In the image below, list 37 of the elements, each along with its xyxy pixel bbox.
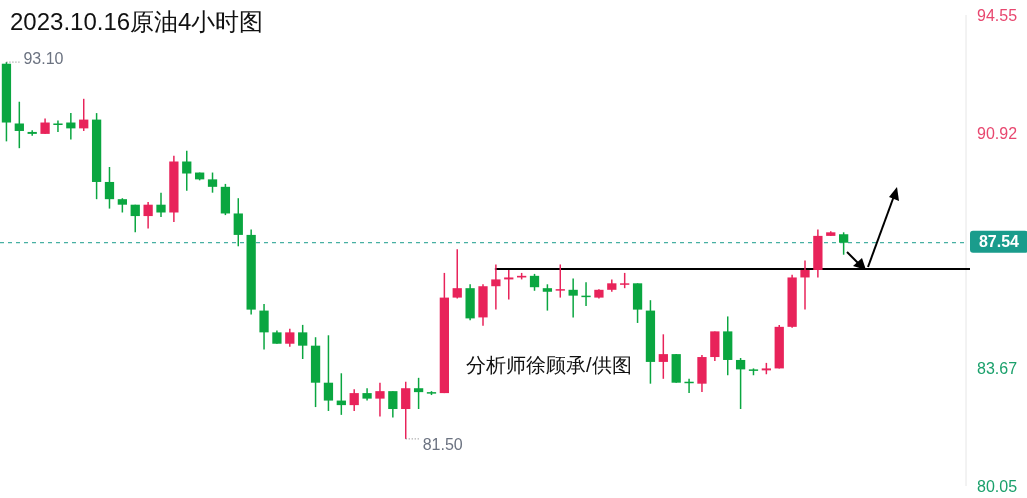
y-tick-label: 83.67: [977, 360, 1018, 378]
candlestick: [53, 119, 63, 133]
candlestick: [568, 277, 578, 319]
candlestick: [259, 303, 269, 351]
chart-title: 2023.10.16原油4小时图: [10, 8, 264, 35]
annotation: 93.10: [23, 49, 64, 67]
candlestick: [542, 283, 553, 312]
candlestick: [800, 259, 810, 311]
candlestick: [143, 201, 153, 230]
candlestick: [349, 388, 359, 412]
candlestick: [555, 263, 565, 299]
candlestick: [207, 171, 218, 194]
candlestick: [388, 390, 398, 419]
y-tick-label: 94.55: [977, 6, 1018, 24]
y-tick-label: 90.92: [977, 124, 1018, 142]
annotation: 81.50: [422, 436, 463, 454]
candlestick: [452, 248, 462, 300]
candlestick: [839, 231, 849, 256]
ref-line-label: 87.54: [978, 233, 1020, 251]
candlestick: [104, 166, 115, 210]
y-tick-label: 80.05: [977, 477, 1018, 495]
candlestick: [491, 263, 501, 311]
candlestick: [27, 129, 37, 137]
candlestick: [156, 191, 166, 218]
candlestick: [735, 357, 746, 410]
candlestick: [375, 381, 385, 418]
candlestick: [182, 150, 192, 192]
candlestick: [233, 197, 243, 248]
candlestick: [130, 203, 140, 234]
annotation: 分析师徐顾承/供图: [466, 354, 632, 376]
candlestick: [504, 269, 514, 301]
candlestick: [658, 333, 668, 380]
candlestick: [413, 377, 424, 410]
candlestick: [401, 380, 411, 440]
candlestick: [298, 324, 308, 360]
candlestick: [323, 334, 334, 412]
candlestick: [14, 100, 24, 149]
